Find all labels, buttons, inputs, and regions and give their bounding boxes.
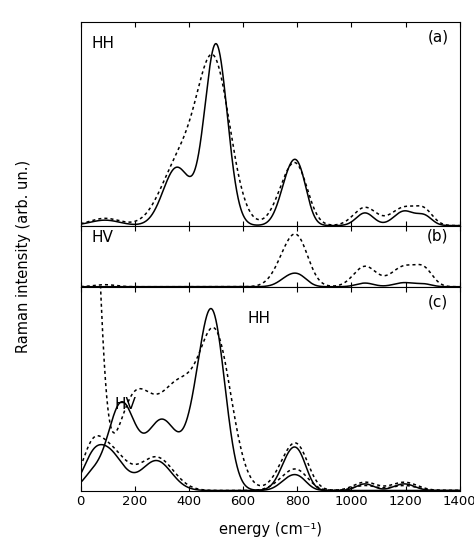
Text: Raman intensity (arb. un.): Raman intensity (arb. un.): [16, 160, 31, 353]
Text: energy (cm⁻¹): energy (cm⁻¹): [219, 522, 322, 537]
Text: HH: HH: [92, 36, 115, 51]
Text: (b): (b): [427, 228, 448, 243]
Text: (a): (a): [427, 30, 448, 45]
Text: HV: HV: [92, 230, 114, 245]
Text: HV: HV: [115, 397, 137, 412]
Text: HH: HH: [247, 311, 271, 326]
Text: (c): (c): [428, 295, 448, 310]
